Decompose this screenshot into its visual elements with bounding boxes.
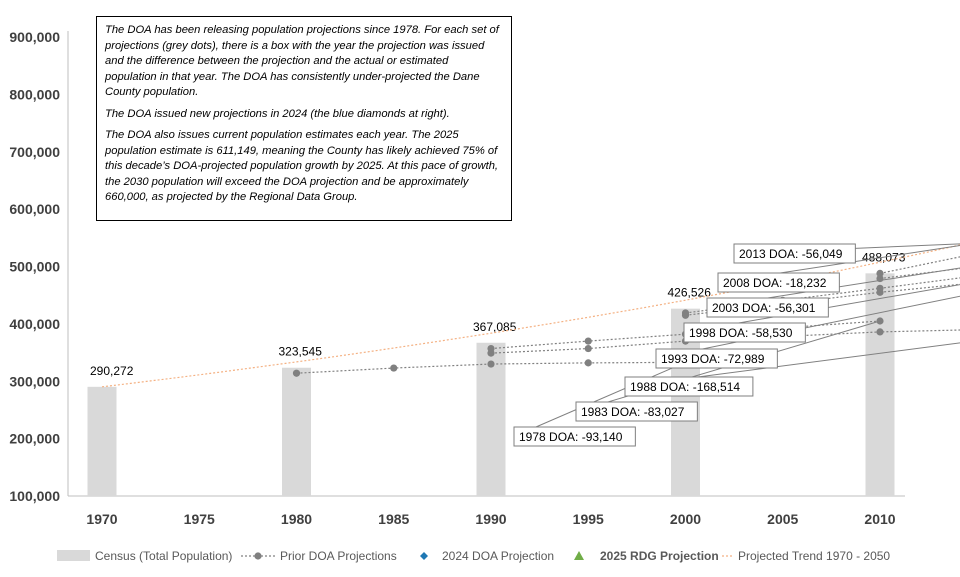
legend-trend-label: Projected Trend 1970 - 2050 — [738, 549, 890, 563]
callout-box — [575, 401, 698, 422]
callout-box — [624, 376, 754, 397]
y-tick-label: 400,000 — [9, 316, 60, 332]
y-tick-label: 800,000 — [9, 86, 60, 102]
x-tick-label: 1990 — [475, 511, 506, 527]
census-value-label: 367,085 — [473, 320, 517, 334]
y-tick-label: 300,000 — [9, 373, 60, 389]
census-bars: 290,272323,545367,085426,526488,073561,5… — [87, 250, 906, 496]
y-tick-label: 500,000 — [9, 259, 60, 275]
prior-doa-point — [876, 284, 884, 292]
census-bar — [476, 342, 506, 496]
y-tick-label: 600,000 — [9, 201, 60, 217]
callout-text-2003: 2003 DOA: -56,301 — [712, 301, 816, 315]
prior-doa-point — [876, 328, 884, 336]
legend-rdg-triangle — [574, 551, 584, 560]
prior-doa-point — [487, 360, 495, 368]
legend-doa-label: 2024 DOA Projection — [442, 549, 554, 563]
x-tick-label: 2000 — [670, 511, 701, 527]
x-tick-label: 1985 — [378, 511, 409, 527]
note-paragraph-2: The DOA issued new projections in 2024 (… — [105, 107, 450, 120]
callout-leader — [717, 245, 960, 283]
callout-box — [683, 322, 806, 343]
legend-rdg-label: 2025 RDG Projection — [600, 549, 719, 563]
callout-text-1988: 1988 DOA: -168,514 — [630, 380, 740, 394]
legend-prior-dot — [254, 552, 262, 560]
census-bar — [282, 367, 311, 496]
prior-doa-point — [584, 344, 592, 353]
axes: 100,000 200,000 300,000 400,000 500,000 600,0… — [9, 29, 905, 527]
callout-box — [655, 348, 778, 369]
callout-box — [717, 272, 840, 293]
legend: Census (Total Population) Prior DOA Proje… — [57, 549, 890, 563]
legend-census-label: Census (Total Population) — [95, 549, 232, 563]
x-tick-label: 2010 — [864, 511, 895, 527]
note-paragraph-1: The DOA has been releasing population pr… — [105, 24, 499, 98]
prior-doa-point — [487, 344, 495, 353]
x-tick-label: 1995 — [573, 511, 604, 527]
prior-doa-point — [584, 359, 592, 367]
x-tick-label: 1975 — [184, 511, 215, 527]
census-bar — [865, 273, 895, 496]
census-value-label: 290,272 — [90, 364, 134, 378]
y-tick-label: 100,000 — [9, 488, 60, 504]
callout-leader — [683, 284, 960, 333]
prior-doa-point — [584, 337, 592, 345]
census-value-label: 426,526 — [668, 286, 712, 300]
note-paragraph-3: The DOA also issues current population e… — [105, 129, 499, 203]
prior-doa-point — [681, 309, 690, 317]
callout-text-2008: 2008 DOA: -18,232 — [723, 276, 827, 290]
prior-doa-point — [876, 269, 884, 277]
legend-census-swatch — [57, 550, 90, 561]
callout-text-1978: 1978 DOA: -93,140 — [519, 430, 623, 444]
x-tick-label: 2005 — [767, 511, 798, 527]
legend-prior-label: Prior DOA Projections — [280, 549, 397, 563]
callout-leader — [706, 267, 960, 308]
callout-leader — [513, 361, 686, 437]
y-tick-label: 700,000 — [9, 144, 60, 160]
y-tick-label: 900,000 — [9, 29, 60, 45]
callout-leader — [655, 295, 960, 359]
callout-text-2013: 2013 DOA: -56,049 — [739, 247, 843, 261]
callout-box — [733, 243, 856, 264]
trend-line — [101, 244, 960, 388]
prior-doa-point — [390, 364, 398, 372]
prior-doa-line — [296, 361, 686, 374]
y-tick-label: 200,000 — [9, 431, 60, 447]
census-value-label: 323,545 — [279, 345, 323, 359]
callout-labels: 1978 DOA: -93,140 1983 DOA: -83,027 1988 D… — [513, 243, 960, 447]
callout-text-1983: 1983 DOA: -83,027 — [581, 405, 685, 419]
explanation-note: The DOA has been releasing population pr… — [96, 16, 512, 221]
legend-doa-diamond — [420, 552, 428, 560]
x-tick-label: 1980 — [281, 511, 312, 527]
prior-doa-point — [292, 369, 301, 377]
x-tick-label: 1970 — [86, 511, 117, 527]
callout-box — [706, 297, 829, 318]
census-bar — [87, 386, 117, 496]
callout-text-1993: 1993 DOA: -72,989 — [661, 352, 765, 366]
callout-box — [513, 426, 636, 447]
callout-text-1998: 1998 DOA: -58,530 — [689, 326, 793, 340]
trend-curve — [101, 244, 960, 388]
